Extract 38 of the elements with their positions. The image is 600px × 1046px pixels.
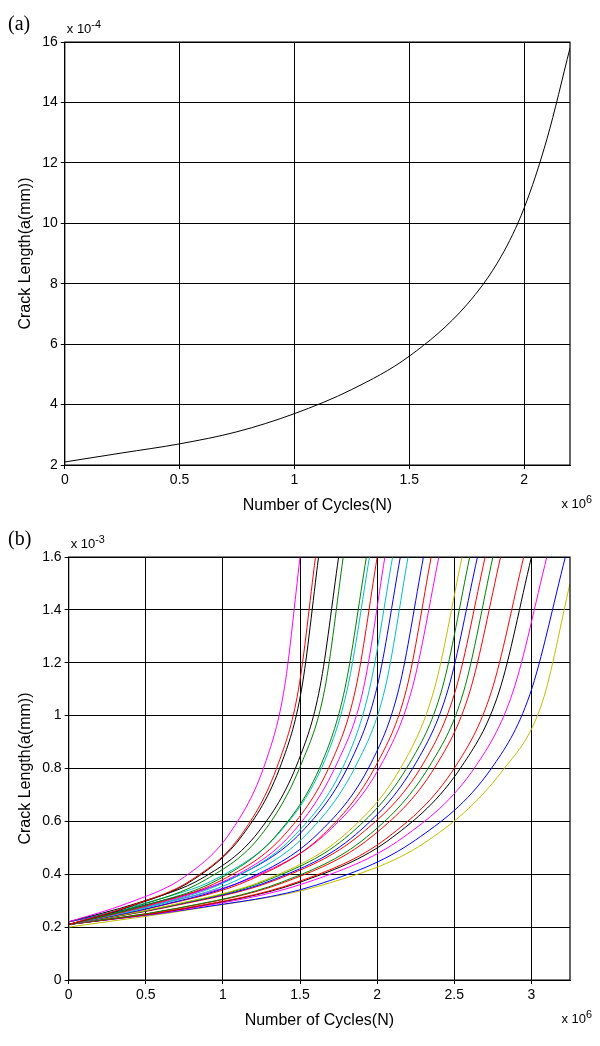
- x-axis-title: Number of Cycles(N): [242, 495, 393, 513]
- x-tick-label: 1: [290, 471, 299, 488]
- x-tick-label: 2.5: [444, 986, 465, 1003]
- y-tick-label: 2: [49, 455, 58, 472]
- x-tick-label: 0.5: [169, 471, 190, 488]
- y-tick-label: 1: [53, 706, 62, 723]
- text: x 10$^{-3}$: [70, 533, 105, 552]
- y-tick-label: 8: [49, 274, 58, 291]
- x-tick-label: 1.5: [290, 986, 310, 1003]
- y-axis-title: Crack Length(a(mm)): [16, 692, 34, 845]
- y-tick-label: 0.4: [42, 865, 62, 882]
- x-tick-label: 1: [219, 986, 228, 1003]
- y-tick-label: 0.6: [42, 812, 62, 829]
- y-tick-label: 1.6: [42, 547, 62, 564]
- chart-title: (b): [8, 527, 32, 550]
- y-tick-label: 0.2: [42, 917, 62, 934]
- y-tick-label: 0.8: [42, 759, 62, 776]
- x-tick-label: 2: [520, 471, 529, 488]
- x-tick-label: 3: [527, 986, 536, 1003]
- y-tick-label: 12: [42, 153, 58, 170]
- y-tick-label: 6: [49, 335, 58, 351]
- x-tick-label: 2: [373, 986, 382, 1003]
- y-tick-label: 1.4: [42, 600, 62, 617]
- x-tick-label: 1.5: [399, 471, 420, 488]
- y-tick-label: 4: [49, 395, 58, 412]
- y-tick-label: 14: [42, 93, 58, 110]
- text: x 10$^{6}$: [561, 493, 592, 512]
- text: x 10$^{-4}$: [66, 18, 101, 37]
- y-tick-label: 1.2: [42, 653, 62, 670]
- y-tick-label: 0: [53, 970, 62, 987]
- y-tick-label: 10: [42, 214, 58, 231]
- y-tick-label: 16: [42, 32, 58, 49]
- text: x 10$^{6}$: [561, 1008, 592, 1027]
- x-axis-title: Number of Cycles(N): [244, 1010, 395, 1028]
- y-axis-title: Crack Length(a(mm)): [16, 177, 34, 330]
- x-tick-label: 0: [64, 986, 73, 1003]
- x-tick-label: 0.5: [136, 986, 156, 1003]
- chart-title: (a): [8, 12, 31, 35]
